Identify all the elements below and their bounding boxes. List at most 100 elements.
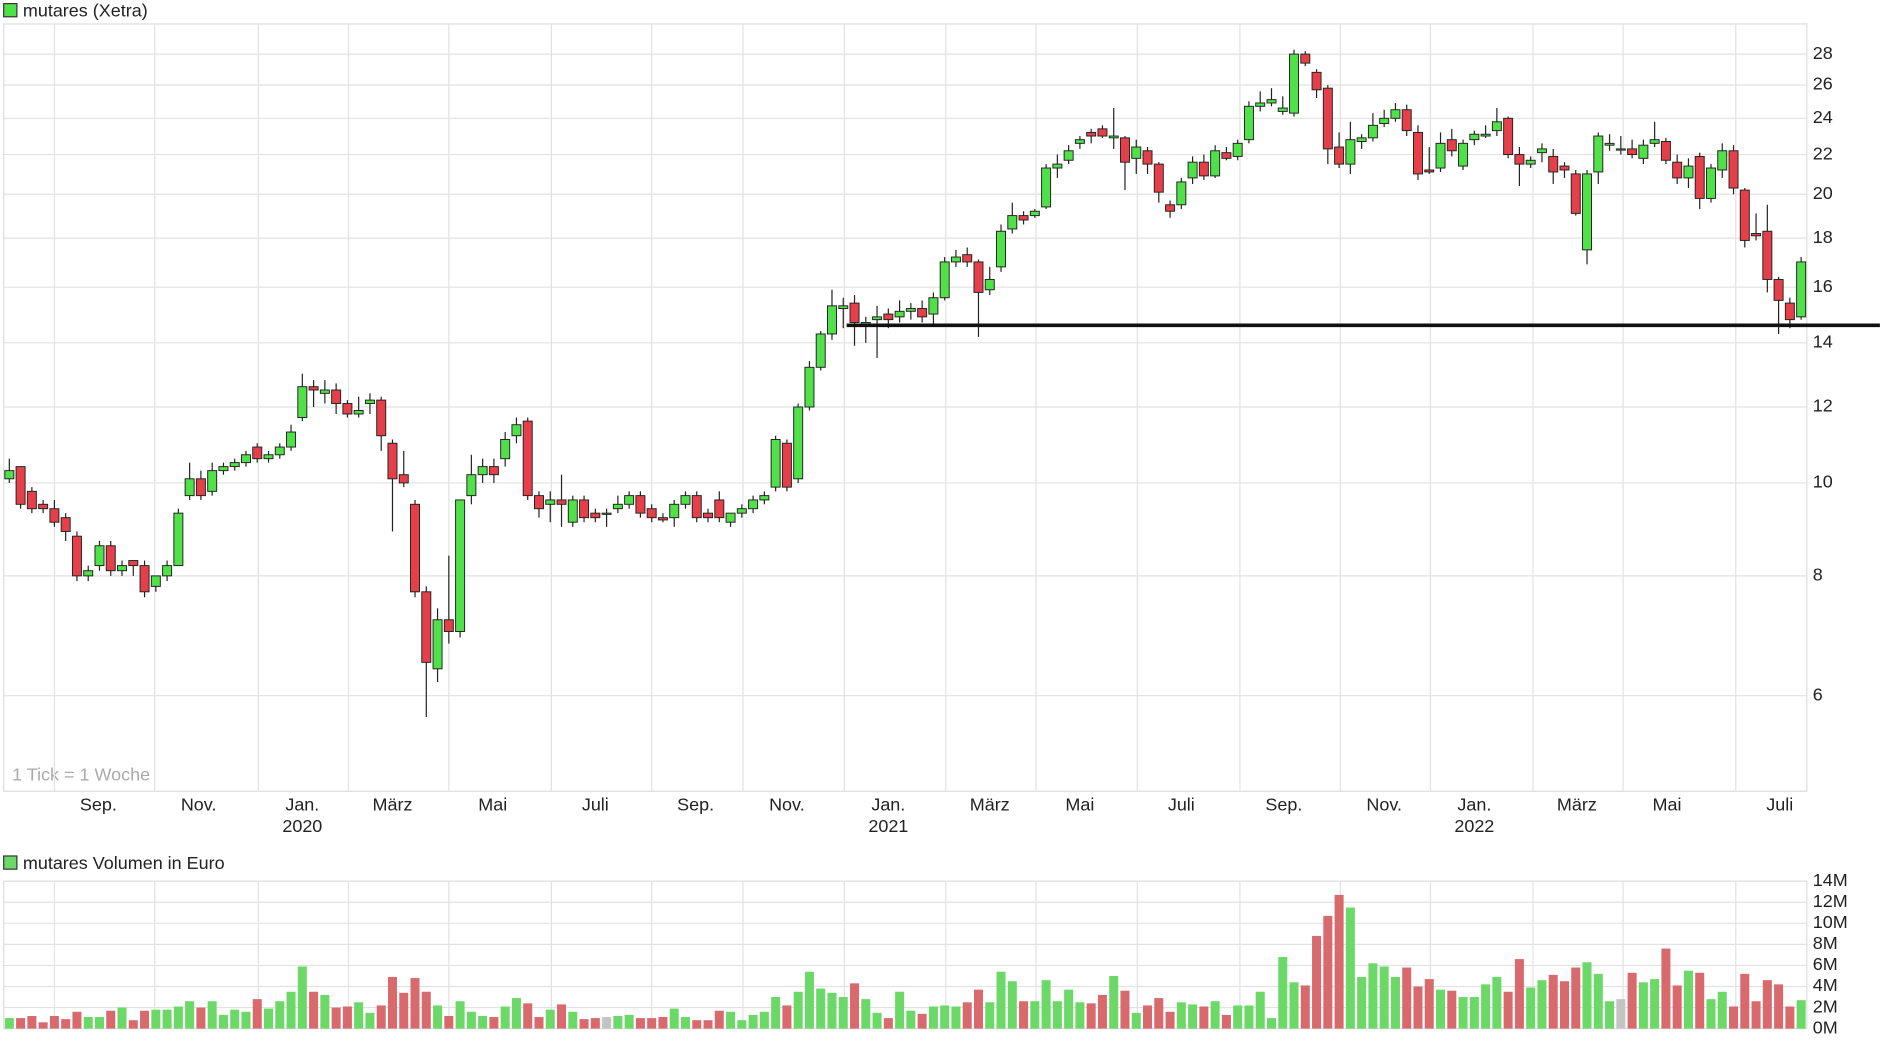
candle-body <box>1255 102 1266 107</box>
candle-body <box>1514 154 1525 165</box>
volume-bar <box>1030 1001 1040 1029</box>
volume-bar <box>1740 973 1750 1029</box>
volume-bar <box>1188 1004 1198 1029</box>
candle-body <box>1784 302 1795 321</box>
volume-bar <box>27 1015 37 1029</box>
volume-bar <box>387 977 397 1029</box>
candle-body <box>691 495 702 519</box>
y-tick-label: 0M <box>1813 1017 1838 1037</box>
candle-body <box>297 386 308 419</box>
volume-bar <box>241 1011 251 1029</box>
candle-body <box>1153 163 1164 193</box>
candle-body <box>286 431 297 448</box>
volume-bar <box>1007 981 1017 1029</box>
volume-bar <box>207 1001 217 1029</box>
volume-bar <box>4 1018 14 1029</box>
volume-bar <box>466 1011 476 1029</box>
volume-bar <box>680 1017 690 1029</box>
candle-body <box>545 499 556 505</box>
y-tick-label: 12 <box>1813 396 1833 416</box>
candle-body <box>1570 173 1581 214</box>
candle-body <box>1717 150 1728 171</box>
x-tick-label: Sep. <box>80 794 117 814</box>
candle-body <box>263 454 274 460</box>
y-tick-label: 6M <box>1813 954 1838 974</box>
volume-bar <box>478 1015 488 1029</box>
y-tick-label: 10M <box>1813 912 1848 932</box>
candle-body <box>105 545 116 572</box>
candle-body <box>1469 133 1480 141</box>
candle-body <box>567 499 578 523</box>
volume-bar <box>1447 990 1457 1029</box>
volume-bar <box>1357 977 1367 1029</box>
volume-bar <box>1086 1003 1096 1029</box>
volume-bar <box>1774 984 1784 1029</box>
volume-bar <box>635 1018 645 1029</box>
candle-body <box>1435 142 1446 169</box>
candle-body <box>511 424 522 437</box>
volume-bar <box>951 1006 961 1029</box>
candle-body <box>1694 155 1705 199</box>
candle-body <box>274 446 285 456</box>
candle-body <box>1705 167 1716 199</box>
volume-bar <box>433 1005 443 1029</box>
volume-bar <box>1593 973 1603 1029</box>
volume-bar <box>985 1002 995 1029</box>
candle-body <box>1424 169 1435 173</box>
candle-body <box>432 619 443 670</box>
tick-note: 1 Tick = 1 Woche <box>12 764 150 784</box>
candle-body <box>500 438 511 460</box>
volume-bar <box>1154 998 1164 1029</box>
x-year-label: 2021 <box>868 816 908 836</box>
candle-body <box>1311 71 1322 91</box>
volume-bar <box>275 1001 285 1029</box>
volume-bar <box>590 1018 600 1029</box>
volume-bar <box>1627 972 1637 1029</box>
y-tick-label: 10 <box>1813 472 1833 492</box>
volume-bar <box>602 1017 612 1029</box>
candle-body <box>590 512 601 519</box>
candle-body <box>139 565 150 593</box>
x-tick-label: Mai <box>478 794 507 814</box>
volume-bar <box>354 1002 364 1029</box>
volume-title: mutares Volumen in Euro <box>23 853 225 873</box>
volume-bar <box>83 1017 93 1029</box>
candle-body <box>669 503 680 519</box>
candle-body <box>150 575 161 587</box>
volume-bar <box>72 1011 82 1029</box>
volume-bar <box>624 1014 634 1029</box>
volume-bar <box>996 971 1006 1029</box>
volume-bar <box>928 1006 938 1029</box>
candle-body <box>1401 109 1412 132</box>
candle-body <box>1615 148 1626 151</box>
volume-bar <box>49 1015 59 1029</box>
y-tick-label: 8 <box>1813 565 1823 585</box>
volume-bar <box>568 1011 578 1029</box>
volume-bar <box>1548 974 1558 1029</box>
candle-body <box>781 442 792 488</box>
candle-body <box>1029 210 1040 217</box>
candle-body <box>60 517 71 532</box>
volume-bar <box>1559 981 1569 1029</box>
candle-body <box>1007 215 1018 230</box>
y-tick-label: 2M <box>1813 996 1838 1016</box>
volume-bar <box>1176 1002 1186 1029</box>
volume-bar <box>1210 1001 1220 1029</box>
candle-body <box>646 508 657 519</box>
volume-bar <box>444 1015 454 1029</box>
candle-body <box>252 446 263 460</box>
y-tick-label: 8M <box>1813 933 1838 953</box>
volume-bar <box>421 991 431 1029</box>
volume-bar <box>782 1005 792 1029</box>
candle-body <box>1074 139 1085 144</box>
volume-bar <box>151 1009 161 1029</box>
volume-bar <box>1729 1006 1739 1029</box>
volume-bar <box>1706 999 1716 1029</box>
volume-bar <box>455 1001 465 1029</box>
candle-body <box>162 565 173 577</box>
x-tick-label: März <box>970 794 1010 814</box>
candle-body <box>1356 137 1367 142</box>
candle-body <box>1289 53 1300 114</box>
candle-body <box>1672 161 1683 179</box>
candle-body <box>1108 135 1119 139</box>
